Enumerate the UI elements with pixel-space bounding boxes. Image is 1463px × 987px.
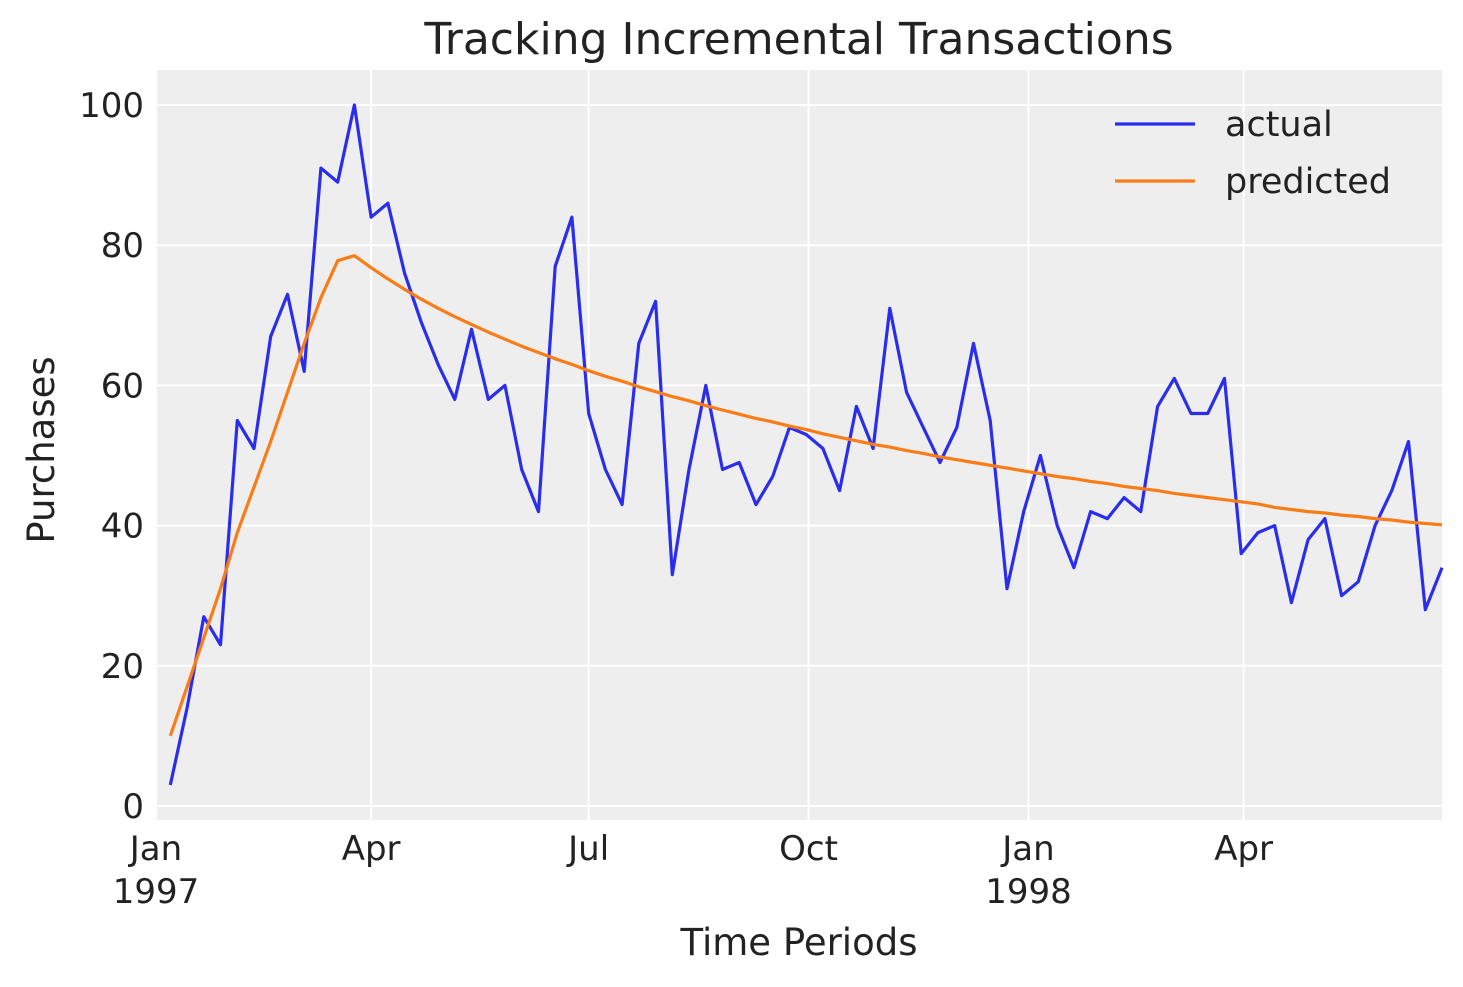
x-tick-sublabel: 1998 bbox=[985, 872, 1072, 912]
legend-label-predicted: predicted bbox=[1225, 162, 1391, 202]
x-tick-label: Jan bbox=[128, 829, 182, 869]
chart-title: Tracking Incremental Transactions bbox=[423, 14, 1173, 65]
y-ticks: 0 20 40 60 80 100 bbox=[79, 86, 144, 827]
y-tick-label: 80 bbox=[101, 226, 144, 266]
x-tick-sublabel: 1997 bbox=[113, 872, 200, 912]
x-tick-label: Oct bbox=[779, 829, 838, 869]
legend-label-actual: actual bbox=[1225, 105, 1333, 145]
series-lines bbox=[168, 103, 1444, 786]
legend: actual predicted bbox=[1115, 105, 1391, 202]
y-axis-label: Purchases bbox=[20, 356, 63, 543]
x-tick-label: Apr bbox=[1214, 829, 1273, 869]
y-tick-label: 0 bbox=[122, 787, 144, 827]
grid bbox=[155, 70, 1442, 820]
y-tick-label: 60 bbox=[101, 366, 144, 406]
x-tick-label: Jan bbox=[1000, 829, 1054, 869]
y-tick-label: 20 bbox=[101, 647, 144, 687]
y-tick-label: 40 bbox=[101, 507, 144, 547]
x-axis-label: Time Periods bbox=[680, 921, 918, 964]
y-tick-label: 100 bbox=[79, 86, 144, 126]
series-line-actual bbox=[168, 103, 1444, 786]
x-tick-label: Jul bbox=[566, 829, 609, 869]
x-tick-label: Apr bbox=[342, 829, 401, 869]
series-line-predicted bbox=[168, 254, 1443, 737]
